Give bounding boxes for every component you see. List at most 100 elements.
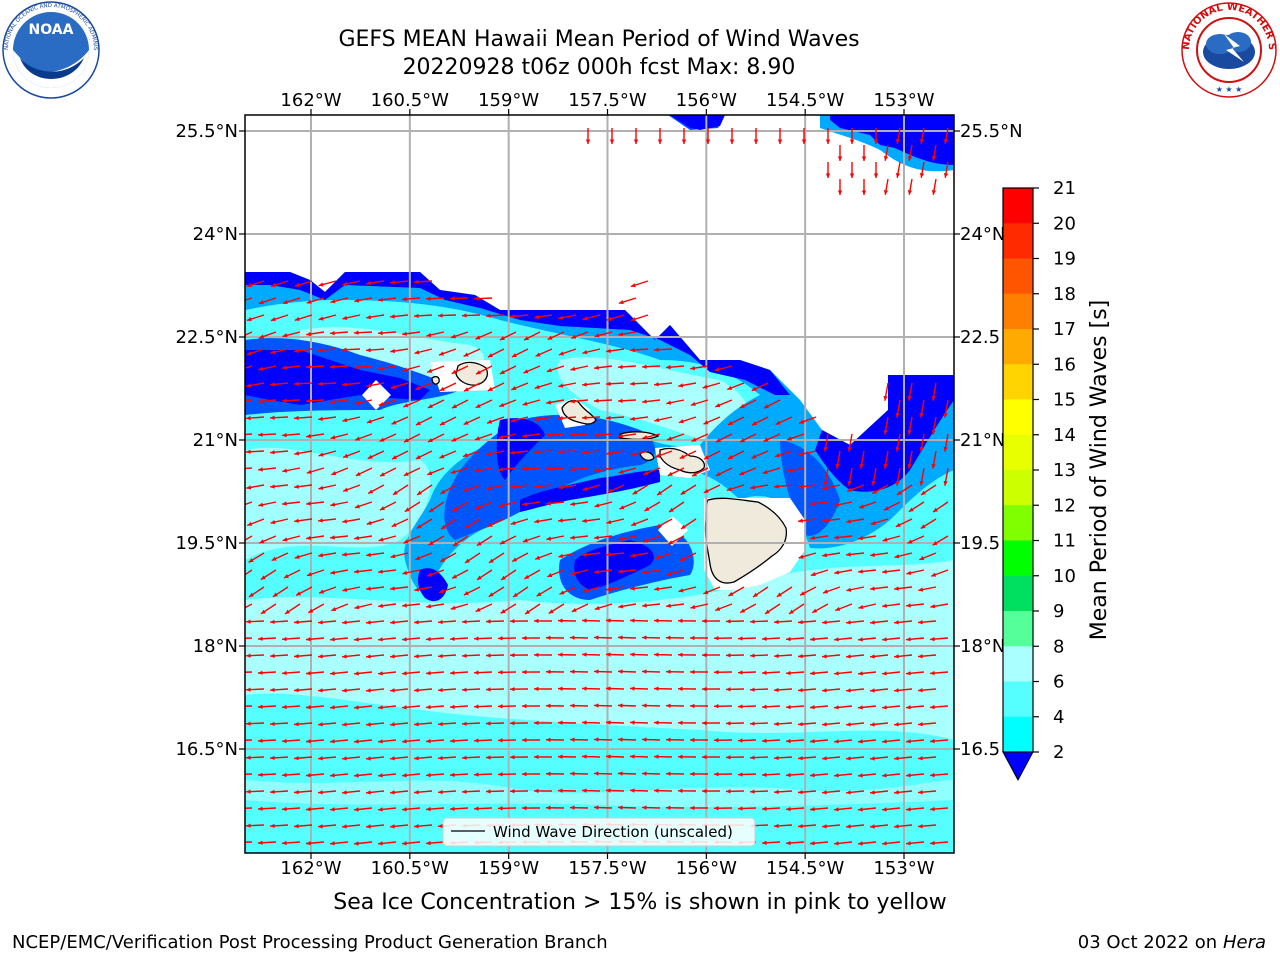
wind-arrow bbox=[629, 347, 649, 353]
wind-arrow bbox=[260, 603, 277, 615]
wind-arrow bbox=[293, 381, 313, 386]
wind-arrow bbox=[306, 297, 325, 304]
lat-tick-label-right: 25.5°N bbox=[960, 121, 1023, 142]
colorbar-segment bbox=[1003, 575, 1033, 612]
wind-arrow bbox=[894, 790, 913, 795]
wind-arrow bbox=[582, 586, 601, 593]
wind-arrow bbox=[402, 296, 421, 302]
wind-arrow bbox=[245, 671, 253, 673]
wind-arrow bbox=[642, 569, 661, 575]
wind-arrow bbox=[485, 313, 505, 318]
wind-arrow bbox=[605, 652, 625, 657]
sea-ice-caption: Sea Ice Concentration > 15% is shown in … bbox=[333, 890, 947, 915]
wind-arrow bbox=[668, 501, 685, 513]
wind-arrow bbox=[906, 739, 925, 744]
wind-arrow bbox=[282, 535, 301, 542]
wind-arrow bbox=[257, 636, 277, 641]
wind-arrow bbox=[402, 841, 421, 846]
wind-arrow bbox=[569, 771, 589, 776]
wind-arrow bbox=[822, 586, 841, 594]
wind-arrow bbox=[605, 618, 625, 623]
wind-arrow bbox=[825, 162, 831, 178]
wind-arrow bbox=[703, 484, 721, 494]
wind-arrow bbox=[416, 484, 433, 496]
wind-arrow bbox=[499, 365, 517, 375]
wind-arrow bbox=[870, 824, 889, 829]
wind-arrow bbox=[882, 637, 901, 642]
wind-arrow bbox=[330, 807, 349, 812]
wind-arrow bbox=[630, 586, 649, 591]
wind-arrow bbox=[798, 823, 817, 829]
wind-arrow bbox=[931, 382, 937, 401]
wind-arrow bbox=[498, 467, 517, 472]
wind-arrow bbox=[545, 635, 565, 640]
wind-arrow bbox=[281, 806, 301, 812]
wind-arrow bbox=[354, 637, 373, 642]
wind-arrow bbox=[354, 807, 373, 812]
wind-arrow bbox=[245, 773, 253, 775]
wind-arrow bbox=[462, 450, 481, 458]
wind-arrow bbox=[258, 501, 277, 507]
wind-arrow bbox=[438, 586, 457, 594]
wind-arrow bbox=[258, 365, 277, 371]
wind-arrow bbox=[390, 314, 409, 319]
wind-arrow bbox=[474, 433, 493, 441]
wind-arrow bbox=[510, 416, 529, 423]
wind-arrow bbox=[342, 654, 361, 659]
wind-arrow bbox=[534, 518, 553, 524]
wind-arrow bbox=[281, 398, 301, 403]
wind-arrow bbox=[257, 806, 277, 811]
wind-arrow bbox=[715, 467, 733, 477]
wind-arrow bbox=[451, 569, 469, 580]
wind-arrow bbox=[330, 535, 349, 540]
wind-arrow bbox=[822, 654, 841, 659]
colorbar-segment bbox=[1003, 470, 1033, 506]
lon-tick-label-top: 156°W bbox=[676, 90, 737, 111]
wind-arrow bbox=[450, 603, 469, 610]
wind-arrow bbox=[331, 603, 349, 612]
wind-arrow bbox=[883, 178, 889, 195]
wind-arrow bbox=[920, 484, 937, 496]
wind-arrow bbox=[883, 450, 889, 469]
wind-arrow bbox=[488, 552, 505, 564]
wind-arrow bbox=[499, 331, 517, 341]
wind-arrow bbox=[761, 738, 781, 743]
wind-arrow bbox=[330, 705, 349, 710]
wind-arrow bbox=[665, 771, 685, 776]
wind-arrow bbox=[785, 670, 805, 676]
wind-arrow bbox=[402, 569, 421, 575]
wind-arrow bbox=[642, 603, 661, 608]
wind-arrow bbox=[677, 788, 697, 794]
wind-arrow bbox=[810, 841, 829, 846]
wind-arrow bbox=[390, 348, 409, 354]
wind-arrow bbox=[306, 467, 325, 474]
wind-arrow bbox=[402, 637, 421, 642]
wind-arrow bbox=[245, 637, 253, 639]
wind-arrow bbox=[257, 738, 277, 743]
wind-arrow bbox=[846, 756, 865, 761]
wind-arrow bbox=[269, 789, 289, 795]
wind-arrow bbox=[342, 518, 361, 524]
wind-arrow bbox=[426, 772, 445, 778]
wind-arrow bbox=[557, 686, 577, 691]
wind-arrow bbox=[449, 670, 469, 676]
island-maui bbox=[659, 447, 706, 474]
wind-arrow bbox=[713, 636, 733, 641]
wind-arrow bbox=[725, 755, 745, 760]
wind-arrow bbox=[546, 365, 565, 373]
wind-arrow bbox=[753, 128, 759, 144]
wind-arrow bbox=[463, 586, 481, 596]
wind-arrow bbox=[281, 772, 301, 778]
wind-arrow bbox=[618, 535, 637, 541]
wind-arrow bbox=[461, 789, 481, 794]
colorbar-tick-label: 13 bbox=[1053, 460, 1076, 481]
wind-arrow bbox=[883, 501, 901, 511]
wind-arrow bbox=[582, 382, 601, 387]
wind-arrow bbox=[870, 790, 889, 795]
wind-arrow bbox=[846, 654, 865, 659]
wind-arrow bbox=[342, 416, 361, 423]
wind-arrow bbox=[894, 552, 913, 559]
wind-arrow bbox=[801, 128, 807, 144]
wind-arrow bbox=[906, 603, 925, 608]
wind-arrow bbox=[404, 501, 421, 513]
